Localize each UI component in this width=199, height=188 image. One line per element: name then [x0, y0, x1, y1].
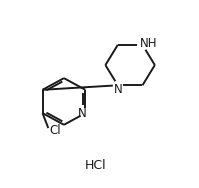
Text: HCl: HCl — [85, 159, 106, 172]
Text: NH: NH — [140, 37, 158, 50]
Text: Cl: Cl — [50, 124, 61, 137]
Text: N: N — [78, 107, 87, 120]
Text: N: N — [113, 83, 122, 96]
